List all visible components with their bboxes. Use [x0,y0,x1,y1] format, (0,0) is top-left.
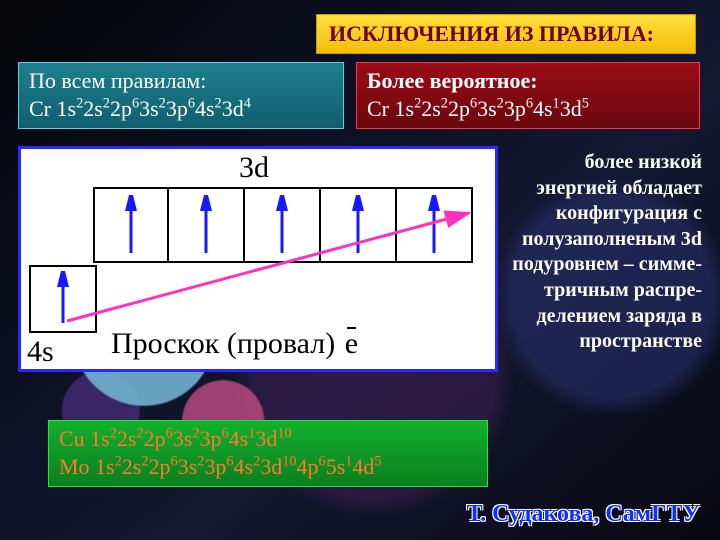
rule-config: Cr 1s22s22p63s23p64s23d4 [29,95,333,123]
rule-box: По всем правилам: Cr 1s22s22p63s23p64s23… [18,62,344,129]
jump-arrow [67,209,477,327]
label-3d: 3d [239,151,269,185]
examples-box: Cu 1s22s22p63s23p64s13d10Mo 1s22s22p63s2… [48,420,488,487]
title-box: ИСКЛЮЧЕНИЯ ИЗ ПРАВИЛА: [316,14,696,54]
rule-label: По всем правилам: [29,67,333,95]
orbital-diagram: 3d 4s Проскок (провал) e [18,146,498,372]
examples-content: Cu 1s22s22p63s23p64s13d10Mo 1s22s22p63s2… [49,421,487,486]
label-4s: 4s [27,335,54,369]
probable-box: Более вероятное: Cr 1s22s22p63s23p64s13d… [356,62,700,129]
probable-config: Cr 1s22s22p63s23p64s13d5 [367,95,689,123]
proskok-label: Проскок (провал) e [111,327,360,361]
side-explanation: более низкой энергией обладает конфигура… [502,150,702,355]
title-text: ИСКЛЮЧЕНИЯ ИЗ ПРАВИЛА: [317,15,695,53]
probable-label: Более вероятное: [367,67,689,95]
author-credit: Т. Судакова, СамГТУ [467,501,700,528]
